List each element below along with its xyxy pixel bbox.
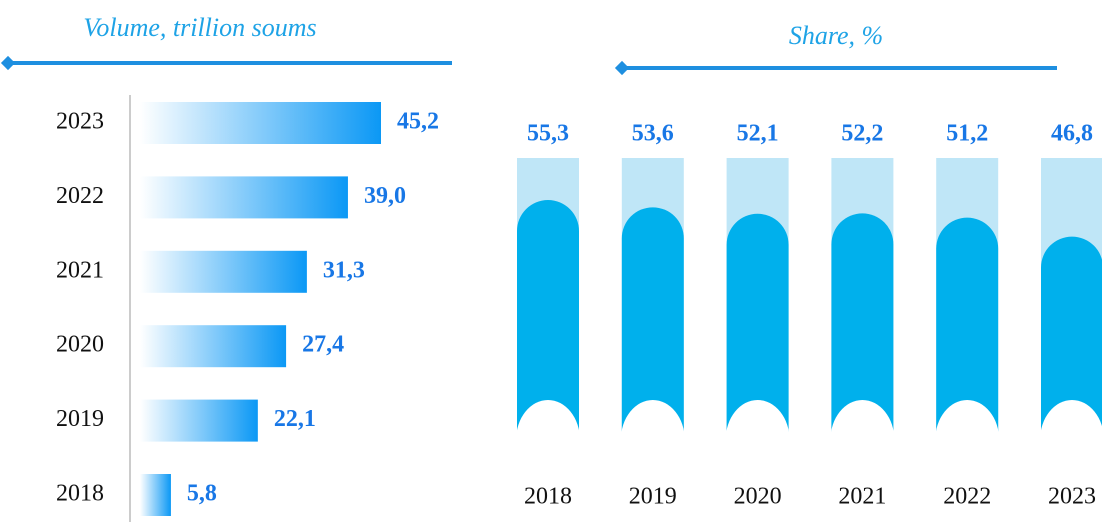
bar-notch xyxy=(725,400,790,480)
bar-notch xyxy=(830,400,895,480)
bar xyxy=(140,176,348,219)
bar xyxy=(140,250,307,293)
value-label: 5,8 xyxy=(187,481,217,507)
x-tick-label: 2022 xyxy=(943,484,991,510)
x-tick-label: 2019 xyxy=(629,484,677,510)
bar-notch xyxy=(516,400,580,480)
bar xyxy=(726,213,789,438)
title-marker xyxy=(0,55,16,71)
value-label: 45,2 xyxy=(397,109,439,135)
y-tick-label: 2023 xyxy=(56,109,104,135)
y-tick-label: 2018 xyxy=(56,481,104,507)
bar xyxy=(936,217,999,438)
value-label: 55,3 xyxy=(527,121,569,147)
bar xyxy=(140,325,287,368)
x-tick-label: 2023 xyxy=(1048,484,1096,510)
y-tick-label: 2020 xyxy=(56,332,104,358)
value-label: 51,2 xyxy=(946,121,988,147)
value-label: 53,6 xyxy=(632,121,674,147)
value-label: 39,0 xyxy=(364,183,406,209)
y-tick-label: 2021 xyxy=(56,257,104,283)
title-marker xyxy=(614,60,630,76)
value-label: 22,1 xyxy=(274,406,316,432)
bar xyxy=(140,399,258,442)
value-label: 31,3 xyxy=(323,257,365,283)
bar xyxy=(1041,236,1102,438)
bar xyxy=(621,207,684,438)
x-tick-label: 2021 xyxy=(838,484,886,510)
value-label: 52,1 xyxy=(737,121,779,147)
y-tick-label: 2019 xyxy=(56,406,104,432)
bar-notch xyxy=(620,400,685,480)
y-tick-label: 2022 xyxy=(56,183,104,209)
x-tick-label: 2018 xyxy=(524,484,572,510)
bar-notch xyxy=(1040,400,1102,480)
bar-notch xyxy=(935,400,1000,480)
bar xyxy=(140,102,381,144)
value-label: 52,2 xyxy=(841,121,883,147)
x-tick-label: 2020 xyxy=(734,484,782,510)
chart-title: Volume, trillion soums xyxy=(83,13,316,42)
bar xyxy=(140,474,171,516)
value-label: 46,8 xyxy=(1051,121,1093,147)
chart-title: Share, % xyxy=(789,21,883,50)
bar xyxy=(831,213,894,438)
value-label: 27,4 xyxy=(302,332,344,358)
bar xyxy=(517,200,579,438)
